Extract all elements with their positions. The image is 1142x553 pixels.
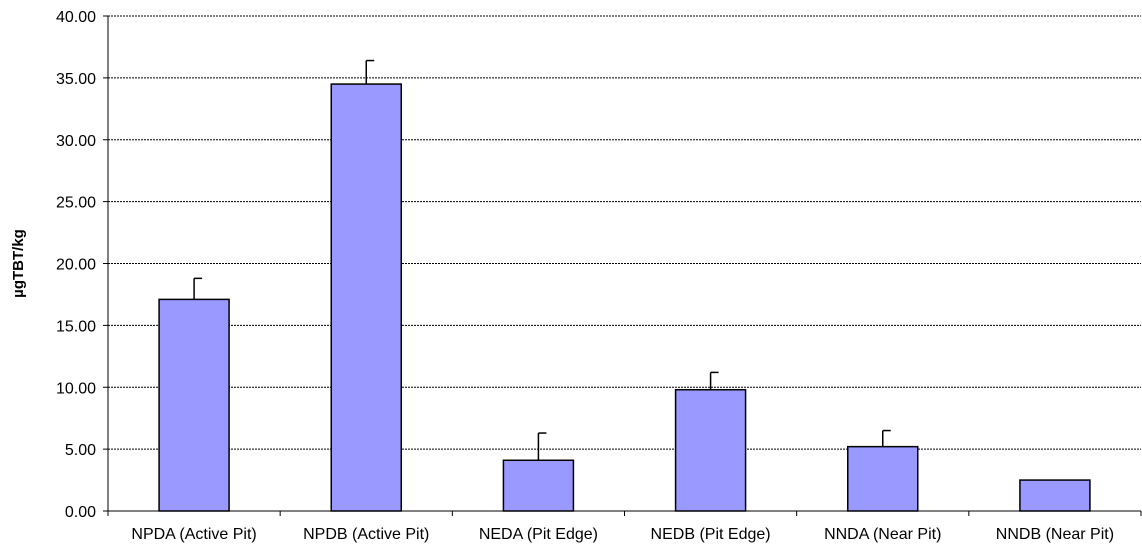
bar: [847, 445, 919, 512]
y-tick-label: 25.00: [56, 195, 96, 212]
y-tick-label: 30.00: [56, 133, 96, 150]
y-tick-label: 35.00: [56, 71, 96, 88]
y-tick-label: 40.00: [56, 9, 96, 26]
x-tick-label: NEDA (Pit Edge): [479, 526, 598, 543]
y-tick-label: 20.00: [56, 257, 96, 274]
y-tick-label: 5.00: [65, 442, 96, 459]
axes: [103, 15, 1142, 516]
bar: [674, 388, 747, 512]
x-tick-label: NNDB (Near Pit): [996, 526, 1114, 543]
gridlines: [108, 15, 1141, 450]
y-tick-label: 10.00: [56, 380, 96, 397]
error-bars: [193, 59, 891, 461]
x-tick-label: NPDA (Active Pit): [131, 526, 256, 543]
x-tick-label: NEDB (Pit Edge): [651, 526, 771, 543]
x-tick-labels: NPDA (Active Pit) NPDB (Active Pit) NEDA (…: [131, 526, 1114, 543]
bars: [158, 83, 1091, 512]
y-tick-labels: 0.00 5.00 10.00 15.00 20.00 25.00 30.00 35.00 40…: [56, 9, 96, 521]
bar: [330, 83, 402, 512]
x-tick-label: NPDB (Active Pit): [303, 526, 429, 543]
bar: [502, 459, 575, 512]
x-tick-label: NNDA (Near Pit): [824, 526, 941, 543]
bar: [1019, 479, 1091, 512]
y-axis-label: µgTBT/kg: [10, 229, 27, 298]
y-tick-label: 15.00: [56, 318, 96, 335]
y-tick-label: 0.00: [65, 504, 96, 521]
bar: [158, 298, 230, 512]
